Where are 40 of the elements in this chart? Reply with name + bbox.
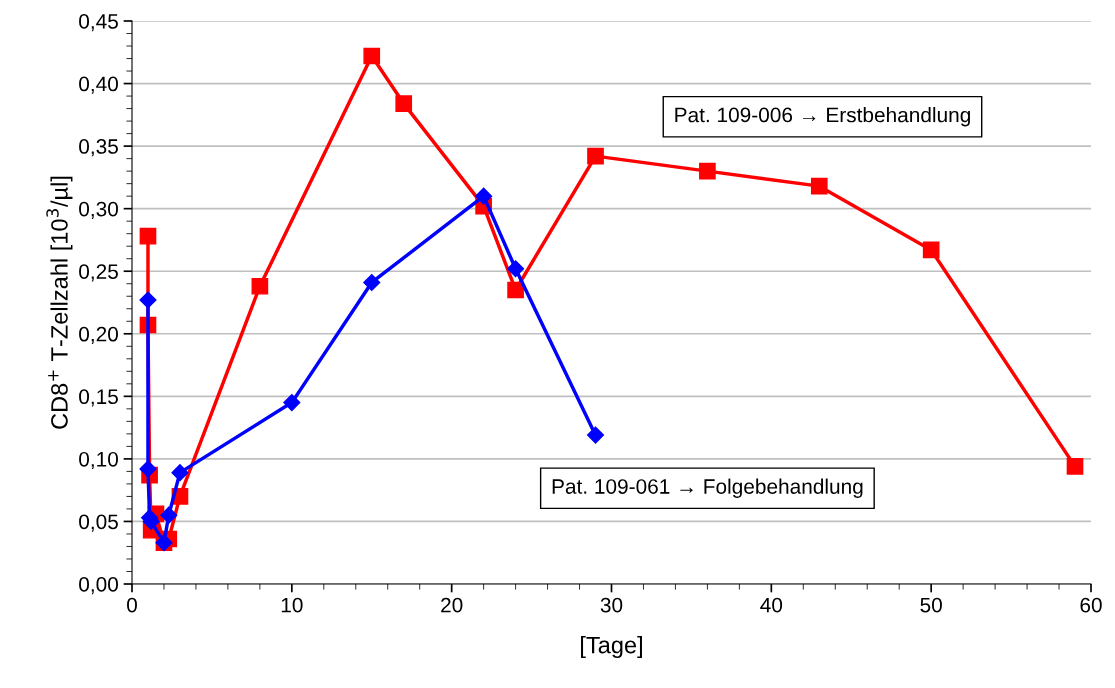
point [363, 47, 381, 65]
text: Pat. 109-061 → Folgebehandlung [552, 478, 863, 498]
point [139, 227, 157, 245]
y-tick-label: 0,35 [79, 139, 118, 157]
series-label: Pat. 109-006 → Erstbehandlung [675, 107, 970, 127]
point [171, 464, 189, 482]
x-tick-label: 10 [281, 597, 303, 613]
x-tick-label: 40 [760, 597, 783, 613]
y-tick-label: 0,05 [79, 514, 118, 532]
point [922, 241, 940, 259]
point [810, 177, 828, 195]
point [586, 426, 605, 444]
y-tick-label: 0,10 [79, 451, 118, 470]
x-axis-title: [Tage] [581, 636, 642, 659]
point [139, 460, 157, 478]
y-tick-label: 0,45 [79, 14, 118, 32]
point [507, 260, 525, 278]
point [507, 281, 524, 299]
x-tick-label: 0 [127, 597, 137, 613]
y-axis-title: CD8$^{+}$ T-Zellzahl [10$^{3}$/µl] [46, 176, 73, 429]
x-tick-label: 20 [441, 597, 463, 613]
y-tick-label: 0,00 [79, 577, 118, 595]
point [251, 277, 269, 295]
y-tick-label: 0,40 [79, 76, 118, 94]
y-tick-label: 0,15 [79, 389, 118, 407]
point [160, 506, 178, 524]
point [1066, 458, 1084, 475]
x-tick-label: 60 [1080, 597, 1102, 613]
x-tick-label: 50 [920, 597, 942, 613]
y-tick-label: 0,30 [79, 201, 118, 219]
y-tick-label: 0,25 [79, 264, 118, 282]
point [139, 291, 157, 309]
x-tick-label: 30 [600, 597, 623, 613]
point [283, 394, 301, 412]
point [363, 273, 381, 292]
point [475, 187, 493, 205]
point [587, 147, 604, 165]
y-tick-label: 0,20 [79, 326, 118, 344]
point [395, 95, 413, 112]
point [699, 162, 716, 180]
